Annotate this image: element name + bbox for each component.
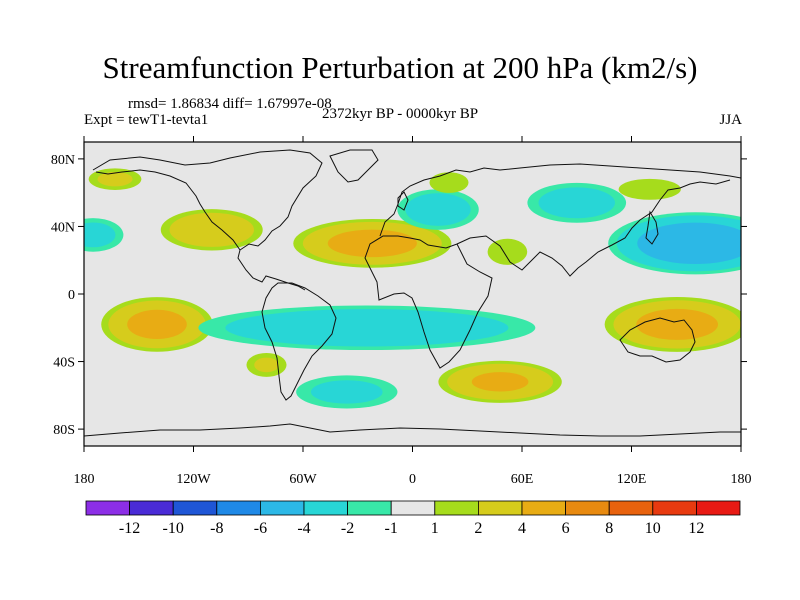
colorbar-box [303, 500, 348, 516]
period-label: 2372kyr BP - 0000kyr BP [322, 106, 479, 122]
colorbar-box [696, 500, 741, 516]
colorbar-label: 6 [562, 520, 570, 537]
lat-label: 80N [51, 153, 75, 168]
colorbar-label: -10 [163, 520, 184, 537]
lat-label: 0 [68, 288, 75, 303]
lon-label: 180 [731, 472, 752, 487]
field-anomaly-10-level-1 [618, 178, 681, 200]
field-anomaly-4-level-4 [327, 229, 417, 258]
map-axes: 80N 40N 0 40S 80S 180 120W 60W 0 60E 120E 180 [51, 136, 752, 487]
lon-label: 60W [289, 472, 317, 487]
field-anomaly-0-level-2 [97, 171, 133, 187]
colorbar-box [172, 500, 218, 516]
coastline-north-america [92, 149, 323, 291]
colorbar-box [216, 500, 261, 516]
field-anomaly-5-level-2 [405, 193, 471, 226]
colorbar-box [347, 500, 392, 516]
lat-label: 80S [53, 423, 75, 438]
colorbar-box [85, 500, 130, 516]
colorbar-label: 1 [431, 520, 439, 537]
colorbar-label: 12 [688, 520, 704, 537]
colorbar-label: -12 [119, 520, 140, 537]
colorbar-label: -8 [210, 520, 223, 537]
field-anomaly-2-level-2 [84, 222, 116, 248]
colorbar-box [652, 500, 697, 516]
coastlines [84, 149, 741, 437]
colorbar-label: 4 [518, 520, 526, 537]
colorbar-box [477, 500, 523, 516]
lon-label: 120W [176, 472, 211, 487]
colorbar-label: -1 [385, 520, 398, 537]
colorbar: -12 -10 -8 -6 -4 -2 -1 1 2 4 6 8 10 12 [85, 500, 741, 537]
colorbar-box [521, 500, 566, 516]
lon-label: 180 [74, 472, 95, 487]
stats-label: rmsd= 1.86834 diff= 1.67997e-08 [128, 96, 332, 112]
coastline-britain [397, 191, 409, 211]
colorbar-box [565, 500, 610, 516]
coastline-australia [619, 317, 696, 363]
field-anomaly-8-level-2 [538, 187, 615, 219]
field-anomaly-14-level-2 [310, 380, 383, 404]
coastline-south-america [261, 282, 337, 401]
lat-label: 40N [51, 220, 75, 235]
chart-title: Streamfunction Perturbation at 200 hPa (… [102, 50, 698, 85]
field-anomaly-13-level-2 [254, 357, 279, 373]
colorbar-label: 10 [645, 520, 661, 537]
field-anomaly-6-level-1 [429, 172, 469, 193]
coastline-japan [645, 210, 659, 245]
field-anomaly-3-level-4 [127, 309, 187, 340]
lon-label: 120E [617, 472, 647, 487]
colorbar-box [129, 500, 174, 516]
field-anomaly-12-level-2 [225, 309, 509, 347]
lon-label: 60E [511, 472, 534, 487]
experiment-label: Expt = tewT1-tevta1 [84, 112, 209, 128]
coastline-greenland [329, 149, 379, 183]
field-anomaly-11-level-4 [636, 308, 719, 340]
colorbar-label: -6 [254, 520, 267, 537]
colorbar-label: -4 [297, 520, 310, 537]
colorbar-box [390, 500, 436, 516]
colorbar-box [259, 500, 305, 516]
field-anomaly-15-level-4 [471, 372, 529, 392]
field-anomaly-1-level-2 [169, 212, 255, 247]
colorbar-label: 8 [605, 520, 613, 537]
season-label: JJA [719, 112, 742, 128]
colorbar-label: -2 [341, 520, 354, 537]
colorbar-box [608, 500, 654, 516]
lat-label: 40S [53, 356, 75, 371]
lon-label: 0 [409, 472, 416, 487]
field-anomaly-9-level-4 [637, 222, 741, 265]
coastline-eurasia-africa [364, 163, 741, 369]
coastline-antarctica [84, 423, 741, 437]
field-anomaly-7-level-1 [487, 238, 528, 265]
colorbar-label: 2 [474, 520, 482, 537]
colorbar-box [434, 500, 479, 516]
